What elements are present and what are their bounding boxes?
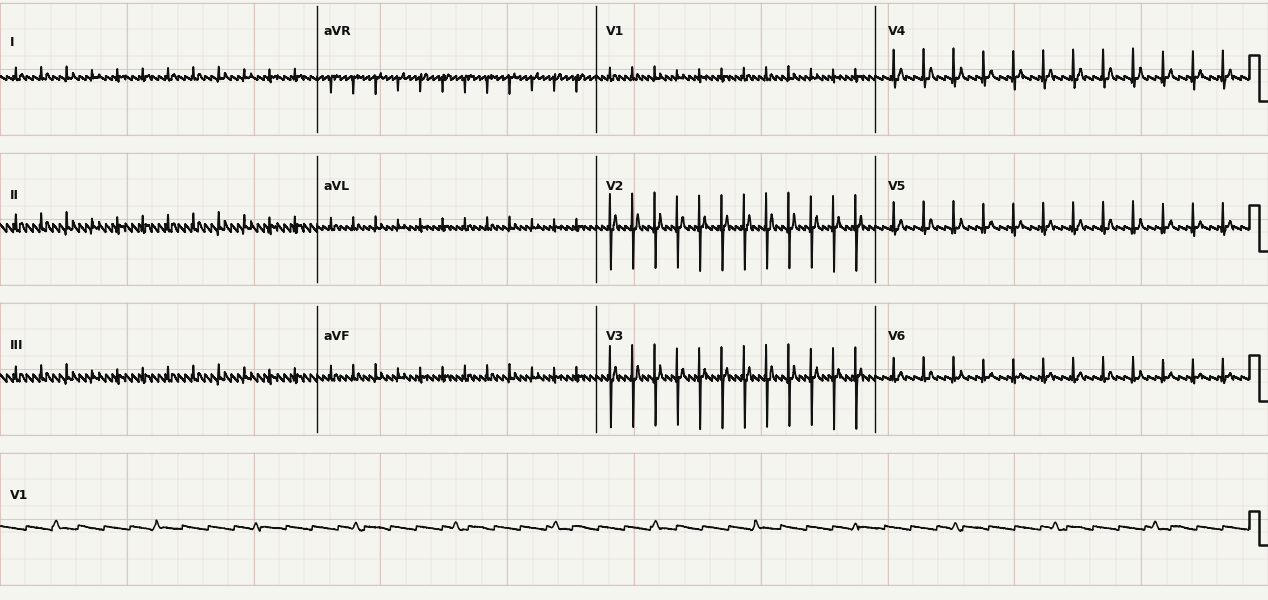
Text: II: II bbox=[10, 189, 19, 202]
Text: III: III bbox=[10, 339, 24, 352]
Text: V6: V6 bbox=[888, 330, 905, 343]
Text: I: I bbox=[10, 36, 15, 49]
Text: V5: V5 bbox=[888, 180, 905, 193]
Text: aVR: aVR bbox=[323, 25, 351, 38]
Text: V1: V1 bbox=[10, 489, 28, 502]
Text: V1: V1 bbox=[606, 25, 624, 38]
Text: V2: V2 bbox=[606, 180, 624, 193]
Text: V4: V4 bbox=[888, 25, 905, 38]
Text: aVF: aVF bbox=[323, 330, 350, 343]
Text: aVL: aVL bbox=[323, 180, 350, 193]
Text: V3: V3 bbox=[606, 330, 624, 343]
